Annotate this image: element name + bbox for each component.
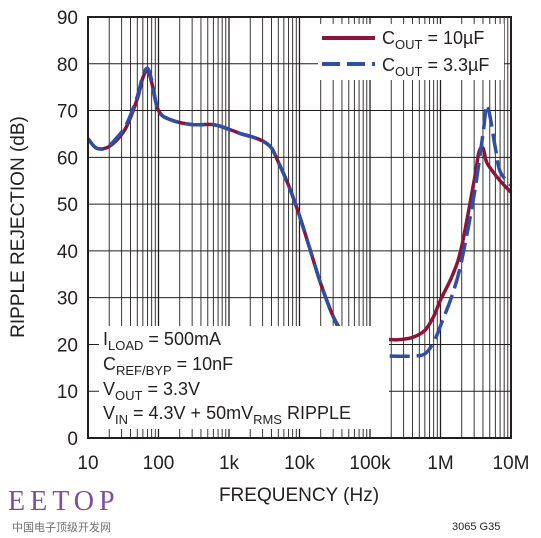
y-tick-label: 50 [57, 195, 78, 216]
annotation-line-iload: ILOAD = 500mA [103, 329, 221, 353]
y-tick-label: 40 [57, 242, 78, 263]
annotation-box [99, 326, 389, 429]
y-tick-label: 0 [67, 429, 78, 450]
y-axis-title: RIPPLE REJECTION (dB) [8, 116, 29, 338]
x-tick-label: 1k [219, 453, 240, 474]
x-tick-label: 10 [77, 453, 98, 474]
y-tick-label: 80 [57, 55, 78, 76]
annotation-line-cref: CREF/BYP = 10nF [103, 354, 233, 378]
tick-labels: 0 10 20 30 40 50 60 70 80 90 10 100 1k 10k 100k 1M 10M [57, 8, 530, 474]
legend-label-3p3uF: COUT = 3.3µF [382, 55, 489, 79]
x-tick-label: 1M [427, 453, 453, 474]
y-tick-label: 60 [57, 148, 78, 169]
x-tick-label: 10k [284, 453, 315, 474]
y-tick-label: 20 [57, 335, 78, 356]
x-axis-title: FREQUENCY (Hz) [219, 485, 379, 506]
y-tick-label: 10 [57, 382, 78, 403]
x-tick-label: 10M [493, 453, 530, 474]
y-tick-label: 30 [57, 289, 78, 310]
conditions-annotation: ILOAD = 500mA CREF/BYP = 10nF VOUT = 3.3… [99, 326, 389, 429]
eetop-logo: EETOP [8, 486, 120, 517]
eetop-subtitle: 中国电子顶级开发网 [12, 521, 111, 534]
y-tick-label: 90 [57, 8, 78, 29]
series-group [86, 66, 513, 359]
plot-frame [87, 16, 512, 439]
x-tick-label: 100 [143, 453, 175, 474]
series-line-3p3uF [86, 66, 513, 359]
figure-id: 3065 G35 [452, 521, 501, 533]
y-tick-label: 70 [57, 102, 78, 123]
annotation-line-vout: VOUT = 3.3V [103, 379, 200, 403]
annotation-line-vin: VIN = 4.3V + 50mVRMS RIPPLE [103, 403, 351, 427]
x-tick-label: 100k [349, 453, 391, 474]
legend: COUT = 10µF COUT = 3.3µF [318, 24, 504, 80]
legend-label-10uF: COUT = 10µF [382, 28, 484, 52]
legend-box [318, 24, 504, 80]
